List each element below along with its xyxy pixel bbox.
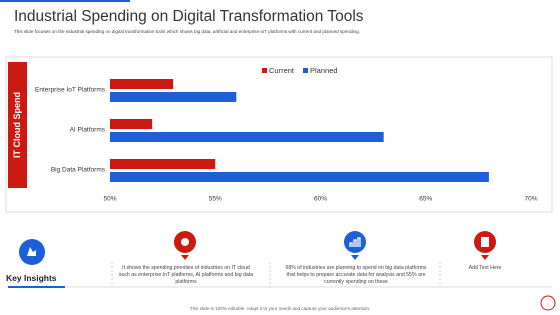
top-accent bbox=[0, 0, 130, 2]
insights-title: Key Insights bbox=[6, 273, 57, 283]
legend-swatch bbox=[303, 68, 309, 73]
icon-glyph bbox=[27, 247, 36, 256]
pointer bbox=[181, 255, 189, 260]
x-tick-label: 70% bbox=[524, 196, 537, 203]
subtitle: This slide focuses on the industrial spe… bbox=[14, 29, 360, 34]
bar bbox=[110, 79, 174, 89]
bar bbox=[110, 172, 489, 182]
icon-glyph bbox=[181, 238, 189, 246]
insight-text: Add Text Here bbox=[468, 265, 502, 271]
x-tick-label: 60% bbox=[314, 196, 327, 203]
pointer bbox=[351, 255, 359, 260]
icon-glyph bbox=[349, 237, 361, 247]
y-tick-label: Big Data Platforms bbox=[51, 167, 106, 174]
y-tick-label: AI Platforms bbox=[70, 127, 106, 134]
bar bbox=[110, 92, 237, 102]
legend-swatch bbox=[262, 68, 267, 73]
corner-badge bbox=[540, 295, 556, 311]
icon-glyph bbox=[481, 237, 489, 247]
bar bbox=[110, 132, 384, 142]
plot: 50% 55% 60% 65% 70% Enterprise IoT Platforms A… bbox=[35, 66, 538, 203]
footer: This slide is 100% editable. Adapt it to… bbox=[189, 306, 371, 311]
y-tick-label: Enterprise IoT Platforms bbox=[35, 87, 106, 94]
title: Industrial Spending on Digital Transform… bbox=[14, 8, 364, 25]
bar bbox=[110, 119, 153, 129]
pointer bbox=[481, 255, 489, 260]
insight-text: 68% of industries are planning to spend … bbox=[285, 265, 427, 286]
insight-icon bbox=[344, 231, 366, 253]
x-tick-label: 55% bbox=[209, 196, 222, 203]
x-tick-label: 65% bbox=[419, 196, 432, 203]
chart-frame bbox=[5, 56, 553, 213]
x-tick-label: 50% bbox=[103, 196, 116, 203]
legend-label: Current bbox=[269, 66, 295, 75]
legend-label: Planned bbox=[310, 66, 338, 75]
insight-text: It shows the spending priorities of indu… bbox=[118, 265, 254, 286]
bar bbox=[110, 159, 216, 169]
y-label-box bbox=[8, 62, 27, 188]
y-axis-label: IT Cloud Spend bbox=[12, 92, 22, 158]
